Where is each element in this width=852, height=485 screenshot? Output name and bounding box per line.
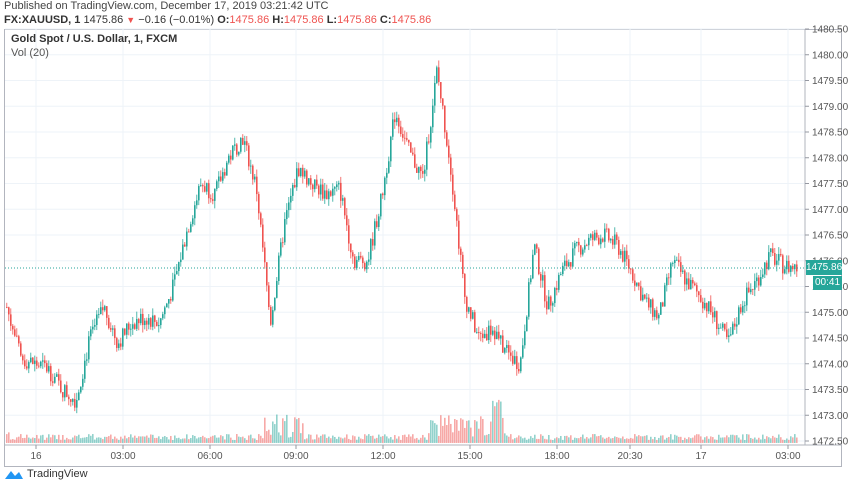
svg-text:17: 17 [695,451,707,462]
chart-grid [5,28,805,445]
svg-text:03:00: 03:00 [775,451,800,462]
symbol-line: FX:XAUUSD, 1 1475.86 ▼ −0.16 (−0.01%) O:… [4,14,431,26]
svg-text:1478.50: 1478.50 [812,128,849,139]
symbol: FX:XAUUSD, 1 [4,14,81,26]
close-label: C: [379,14,392,26]
volume-bars [6,399,798,443]
svg-text:1472.50: 1472.50 [812,437,849,448]
close-value: 1475.86 [391,14,432,26]
low-value: 1475.86 [337,14,377,26]
price-change: −0.16 (−0.01%) [138,14,215,26]
svg-text:1473.00: 1473.00 [812,411,849,422]
brand-name: TradingView [27,468,88,480]
svg-text:1480.50: 1480.50 [812,25,849,36]
high-label: H: [272,14,284,26]
svg-text:15:00: 15:00 [457,451,482,462]
volume-legend[interactable]: Vol (20) [11,47,49,59]
svg-text:09:00: 09:00 [283,451,308,462]
time-axis: 16 03:00 06:00 09:00 12:00 15:00 18:00 20:30 17 0… [30,445,801,462]
price-axis: 1472.50 1473.00 1473.50 1474.00 1474.50 1475.… [805,25,849,448]
svg-text:1474.00: 1474.00 [812,359,849,370]
high-value: 1475.86 [283,14,324,26]
bar-countdown-tag: 00:41 [813,276,842,290]
candlesticks [6,60,798,414]
chart-legend-title: Gold Spot / U.S. Dollar, 1, FXCM [11,33,178,45]
svg-text:1479.00: 1479.00 [812,102,849,113]
low-label: L: [326,14,338,26]
svg-text:1476.50: 1476.50 [812,231,849,242]
tradingview-cloud-icon [5,471,23,479]
open-label: O: [217,14,230,26]
svg-text:1477.50: 1477.50 [812,179,849,190]
last-price: 1475.86 [83,14,124,26]
svg-text:1475.00: 1475.00 [812,308,849,319]
svg-text:03:00: 03:00 [110,451,135,462]
svg-text:16: 16 [30,451,42,462]
svg-text:1480.00: 1480.00 [812,50,849,61]
svg-text:1477.00: 1477.00 [812,205,849,216]
open-value: 1475.86 [229,14,270,26]
svg-text:12:00: 12:00 [370,451,395,462]
published-line: Published on TradingView.com, December 1… [4,0,329,12]
svg-text:1479.50: 1479.50 [812,76,849,87]
svg-text:20:30: 20:30 [617,451,642,462]
last-price-tag: 1475.86 [806,260,843,275]
svg-text:1474.50: 1474.50 [812,334,849,345]
svg-text:18:00: 18:00 [544,451,569,462]
svg-text:06:00: 06:00 [197,451,222,462]
down-arrow-icon: ▼ [126,15,136,25]
svg-text:1473.50: 1473.50 [812,385,849,396]
svg-text:1478.00: 1478.00 [812,153,849,164]
tradingview-logo[interactable]: TradingView [4,468,88,480]
